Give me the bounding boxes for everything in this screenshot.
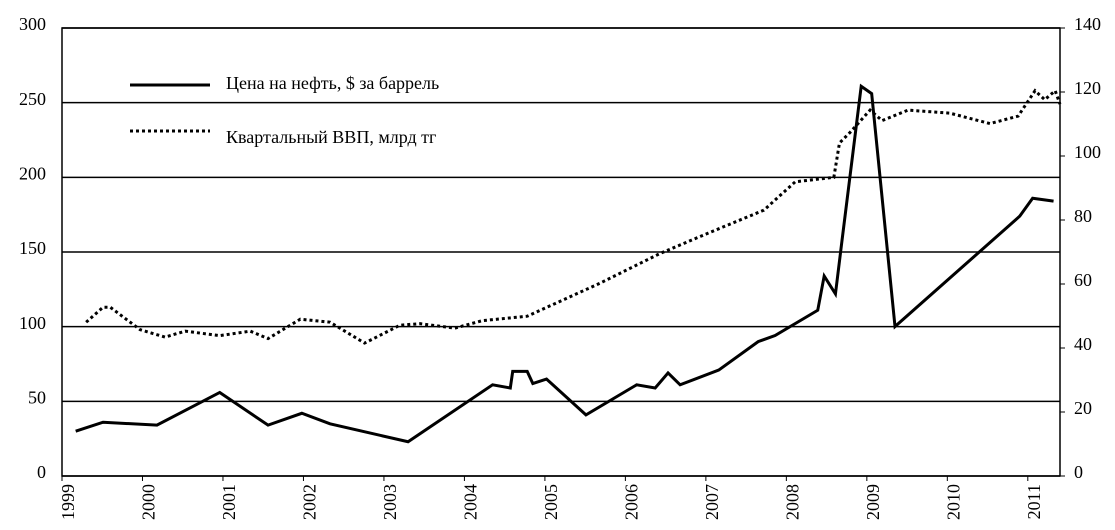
x-tick-label: 2008	[782, 484, 802, 520]
y-tick-label: 300	[19, 14, 46, 34]
y-tick-label: 0	[37, 462, 46, 482]
plot-frame	[61, 27, 1061, 477]
x-tick-label: 2006	[622, 484, 642, 520]
legend-label: Квартальный ВВП, млрд тг	[226, 127, 436, 147]
y-tick-label: 200	[19, 163, 46, 183]
y2-tick-label: 20	[1074, 398, 1092, 418]
x-tick-label: 2004	[461, 484, 481, 520]
y-tick-label: 100	[19, 313, 46, 333]
x-tick-label: 2000	[139, 484, 159, 520]
y2-tick-label: 120	[1074, 78, 1101, 98]
y2-tick-label: 100	[1074, 142, 1101, 162]
y-tick-label: 50	[28, 387, 46, 407]
x-tick-label: 1999	[58, 484, 78, 520]
x-tick-label: 2011	[1024, 484, 1044, 519]
x-tick-label: 2003	[380, 484, 400, 520]
y2-tick-label: 80	[1074, 206, 1092, 226]
y2-tick-label: 0	[1074, 462, 1083, 482]
y-tick-label: 150	[19, 238, 46, 258]
y2-tick-label: 60	[1074, 270, 1092, 290]
x-tick-label: 2001	[219, 484, 239, 520]
legend-label: Цена на нефть, $ за баррель	[226, 73, 439, 93]
x-tick-label: 2010	[943, 484, 963, 520]
y2-tick-label: 40	[1074, 334, 1092, 354]
series-line	[75, 83, 1054, 444]
x-tick-label: 2007	[702, 484, 722, 520]
y-tick-label: 250	[19, 89, 46, 109]
x-tick-label: 2002	[300, 484, 320, 520]
y2-tick-label: 140	[1074, 14, 1101, 34]
x-tick-label: 2009	[863, 484, 883, 520]
x-tick-label: 2005	[541, 484, 561, 520]
